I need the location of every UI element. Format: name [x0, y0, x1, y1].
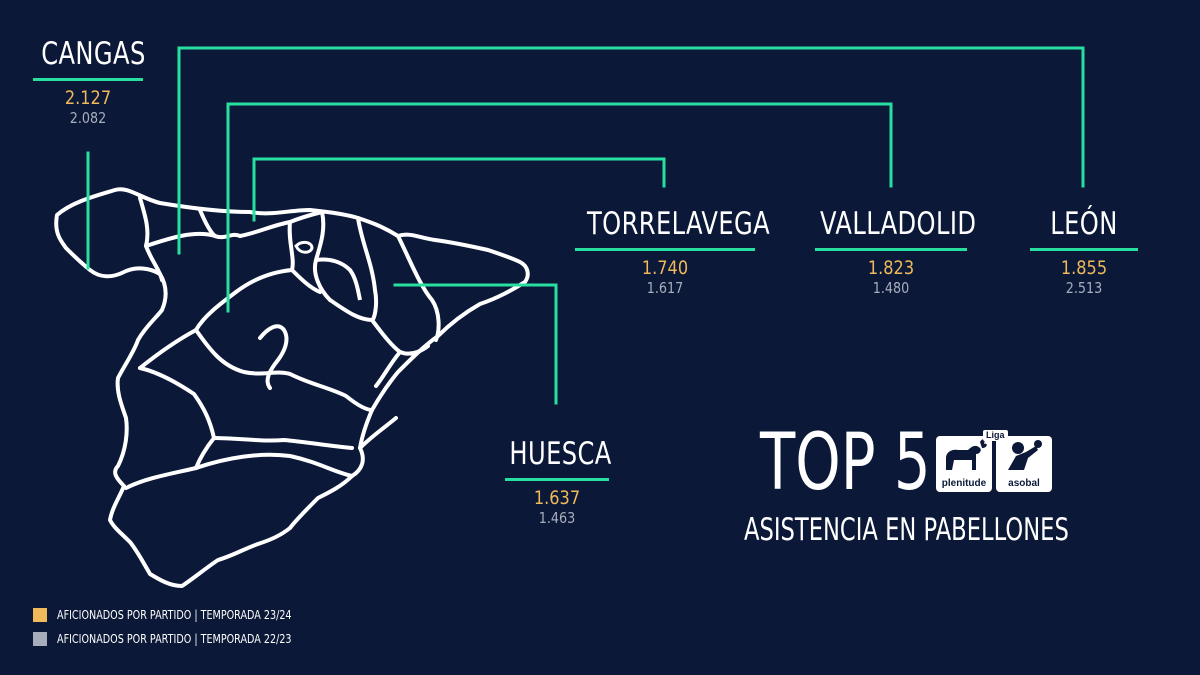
city-underline	[575, 248, 755, 251]
city-underline	[505, 478, 609, 481]
value-season-2223: 2.082	[69, 109, 107, 127]
logo-tag: Liga	[983, 430, 1008, 441]
connector-torrelavega	[252, 157, 666, 222]
spain-outline	[54, 187, 530, 588]
liga-plenitude-asobal-logo: plenitude asobal Liga	[936, 430, 1054, 492]
plenitude-badge: plenitude	[936, 436, 992, 492]
main-title: TOP 5	[760, 418, 931, 508]
value-season-2223: 1.617	[646, 279, 684, 297]
dog-with-flame-icon	[946, 439, 987, 470]
city-leon: LEÓN 1.855 2.513	[1024, 206, 1144, 297]
asobal-badge: asobal	[996, 436, 1052, 492]
connector-huesca	[393, 283, 558, 405]
city-underline	[33, 78, 143, 81]
connector-leon	[177, 46, 1085, 255]
city-underline	[815, 248, 967, 251]
city-name: LEÓN	[1050, 206, 1118, 242]
navarra-border	[315, 257, 362, 301]
city-huesca: HUESCA 1.637 1.463	[496, 436, 618, 527]
legend-swatch	[33, 608, 47, 622]
value-season-2324: 1.823	[867, 257, 915, 279]
regional-borders	[124, 196, 441, 490]
value-season-2324: 1.855	[1060, 257, 1108, 279]
legend-item-2324: AFICIONADOS POR PARTIDO | TEMPORADA 23/2…	[33, 606, 350, 624]
la-rioja-enclave	[294, 240, 314, 254]
subtitle: ASISTENCIA EN PABELLONES	[744, 512, 1069, 548]
legend-swatch	[33, 632, 47, 646]
value-season-2223: 1.480	[872, 279, 910, 297]
handball-player-icon	[1008, 440, 1042, 470]
city-name: HUESCA	[509, 436, 612, 472]
legend-label: AFICIONADOS POR PARTIDO | TEMPORADA 23/2…	[57, 608, 292, 622]
connector-valladolid	[226, 102, 893, 313]
legend-item-2223: AFICIONADOS POR PARTIDO | TEMPORADA 22/2…	[33, 630, 350, 648]
value-season-2223: 2.513	[1065, 279, 1103, 297]
city-torrelavega: TORRELAVEGA 1.740 1.617	[565, 206, 771, 297]
legend-label: AFICIONADOS POR PARTIDO | TEMPORADA 22/2…	[57, 632, 292, 646]
city-underline	[1030, 248, 1138, 251]
city-valladolid: VALLADOLID 1.823 1.480	[800, 206, 982, 297]
value-season-2324: 1.637	[533, 487, 581, 509]
city-connectors	[86, 46, 1085, 405]
logo-right-text: asobal	[1008, 478, 1040, 489]
value-season-2324: 2.127	[64, 87, 112, 109]
value-season-2324: 1.740	[641, 257, 689, 279]
city-name: TORRELAVEGA	[587, 206, 771, 242]
city-cangas: CANGAS 2.127 2.082	[28, 36, 148, 127]
value-season-2223: 1.463	[538, 509, 576, 527]
city-name: CANGAS	[41, 36, 146, 72]
logo-left-text: plenitude	[941, 478, 987, 489]
city-name: VALLADOLID	[820, 206, 977, 242]
